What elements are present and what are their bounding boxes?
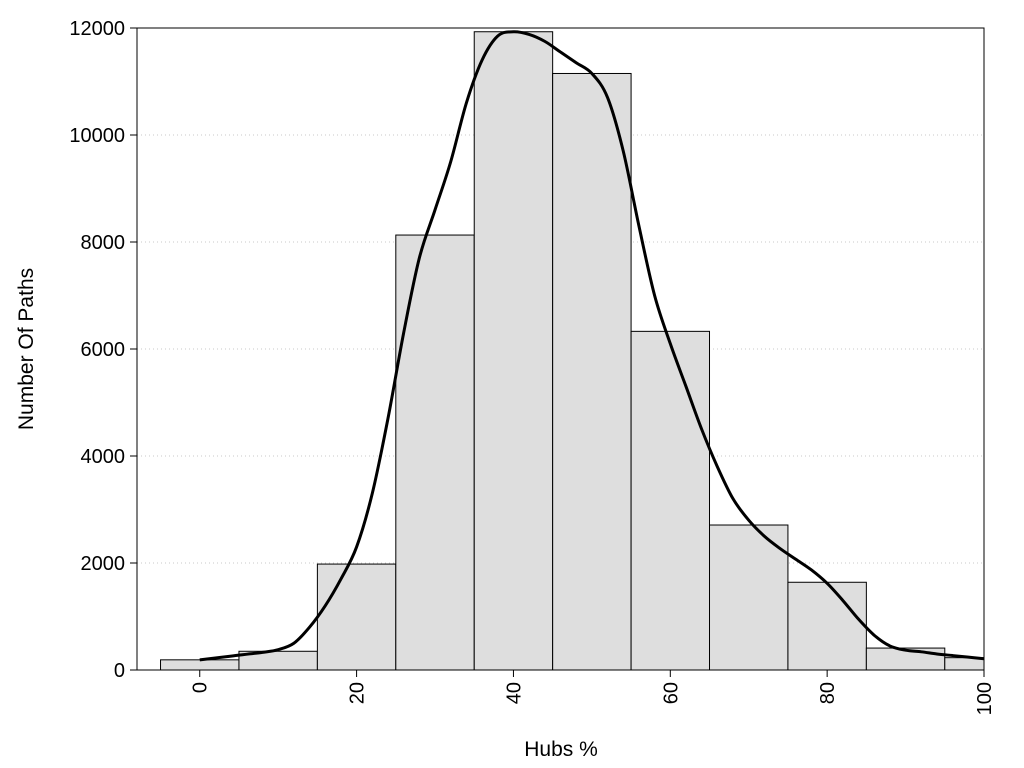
- x-tick-label: 100: [974, 682, 996, 715]
- density-curve: [199, 30, 985, 662]
- y-tick-label: 6000: [81, 339, 126, 361]
- histogram-bar: [316, 563, 397, 671]
- x-tick-label: 80: [817, 682, 839, 704]
- histogram-bar: [552, 72, 632, 671]
- histogram-bar: [473, 31, 554, 671]
- x-axis: 0 20 40 60 80 100: [190, 670, 996, 715]
- y-axis-title: Number Of Paths: [15, 268, 38, 430]
- y-tick-label: 4000: [81, 446, 126, 468]
- histogram-bar: [787, 581, 867, 671]
- histogram-bars: [160, 31, 985, 671]
- y-axis: 0 2000 4000 6000 8000 10000 12000: [69, 18, 137, 682]
- x-axis-title: Hubs %: [524, 738, 598, 761]
- x-tick-label: 60: [660, 682, 682, 704]
- x-tick-label: 20: [347, 682, 369, 704]
- x-tick-label: 0: [190, 682, 212, 693]
- histogram-bar: [160, 659, 240, 671]
- x-tick-label: 40: [503, 682, 525, 704]
- y-tick-label: 2000: [81, 553, 126, 575]
- histogram-bar: [709, 524, 789, 671]
- y-tick-label: 10000: [69, 125, 125, 147]
- y-tick-label: 12000: [69, 18, 125, 40]
- y-tick-label: 8000: [81, 232, 126, 254]
- histogram-bar: [395, 234, 475, 671]
- y-tick-label: 0: [114, 660, 125, 682]
- histogram-bar: [630, 330, 711, 671]
